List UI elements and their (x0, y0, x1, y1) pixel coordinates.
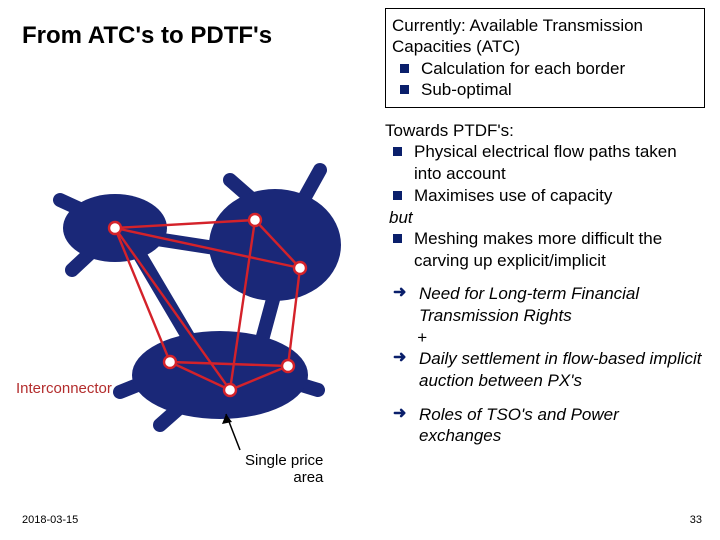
atc-bullet-2-text: Sub-optimal (421, 79, 698, 101)
arrow-right-icon: ➜ (393, 348, 409, 368)
square-bullet-icon (393, 234, 402, 243)
arrow-item-2: ➜ Daily settlement in flow-based implici… (393, 348, 705, 392)
ptdf-but: but (389, 207, 705, 228)
square-bullet-icon (393, 191, 402, 200)
square-bullet-icon (400, 64, 409, 73)
ptdf-bullet-2-text: Maximises use of capacity (414, 185, 705, 207)
block-ptdf: Towards PTDF's: Physical electrical flow… (385, 120, 705, 271)
atc-bullet-1: Calculation for each border (400, 58, 698, 80)
ptdf-bullet-1: Physical electrical flow paths taken int… (393, 141, 705, 185)
interconnector-label: Interconnector (16, 380, 112, 397)
arrow-1-text: Need for Long-term Financial Transmissio… (419, 283, 705, 327)
ptdf-bullet-3: Meshing makes more difficult the carving… (393, 228, 705, 272)
diagram-area (0, 130, 370, 470)
single-price-line1: Single price (245, 452, 323, 469)
slide-title: From ATC's to PDTF's (22, 22, 272, 50)
ptdf-heading: Towards PTDF's: (385, 120, 705, 141)
page-number: 33 (690, 514, 702, 526)
arrow-item-1: ➜ Need for Long-term Financial Transmiss… (393, 283, 705, 327)
square-bullet-icon (393, 147, 402, 156)
arrow-item-3: ➜ Roles of TSO's and Power exchanges (393, 404, 705, 448)
atc-bullet-2: Sub-optimal (400, 79, 698, 101)
block-arrows-2: ➜ Roles of TSO's and Power exchanges (385, 404, 705, 448)
arrow-plus: + (417, 327, 705, 348)
text-column: Currently: Available Transmission Capaci… (385, 8, 705, 451)
arrow-right-icon: ➜ (393, 283, 409, 303)
footer-date: 2018-03-15 (22, 514, 78, 526)
atc-heading: Currently: Available Transmission Capaci… (392, 15, 698, 58)
single-price-line2: area (293, 469, 323, 486)
network-diagram (0, 130, 370, 470)
ptdf-bullet-3-text: Meshing makes more difficult the carving… (414, 228, 705, 272)
single-price-area-label: Single price area (245, 452, 323, 487)
arrow-3-text: Roles of TSO's and Power exchanges (419, 404, 705, 448)
arrow-2-text: Daily settlement in flow-based implicit … (419, 348, 705, 392)
ptdf-bullet-2: Maximises use of capacity (393, 185, 705, 207)
block-atc: Currently: Available Transmission Capaci… (385, 8, 705, 108)
square-bullet-icon (400, 85, 409, 94)
atc-bullet-1-text: Calculation for each border (421, 58, 698, 80)
ptdf-bullet-1-text: Physical electrical flow paths taken int… (414, 141, 705, 185)
block-arrows: ➜ Need for Long-term Financial Transmiss… (385, 283, 705, 391)
arrow-right-icon: ➜ (393, 404, 409, 424)
